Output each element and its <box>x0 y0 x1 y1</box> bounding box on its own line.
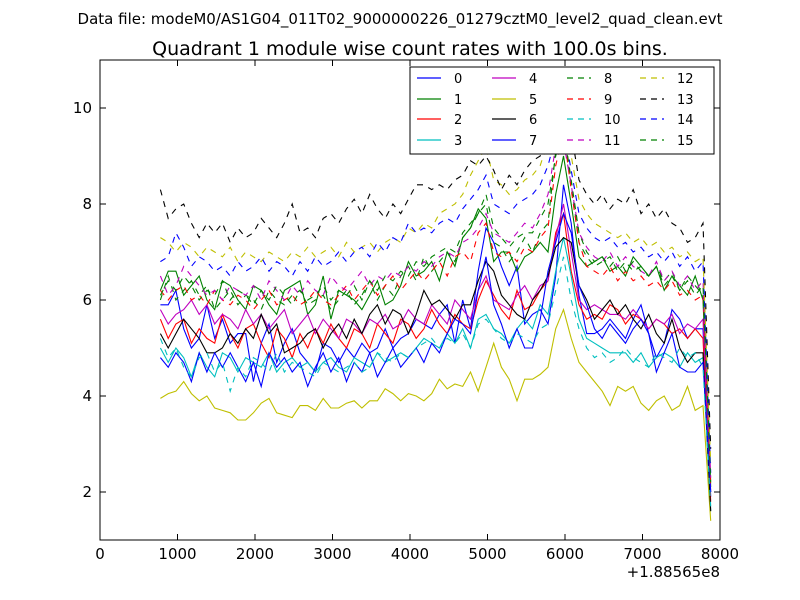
legend-label-10: 10 <box>604 113 621 128</box>
x-tick-label: 7000 <box>623 545 661 563</box>
series-line-7 <box>159 211 712 493</box>
series-line-14 <box>160 125 712 473</box>
series-line-15 <box>159 127 712 483</box>
series-line-11 <box>159 140 712 478</box>
x-tick-label: 8000 <box>701 545 739 563</box>
y-tick-label: 8 <box>82 195 92 213</box>
series-line-12 <box>160 96 712 464</box>
chart-title: Quadrant 1 module wise count rates with … <box>152 38 668 60</box>
x-tick-label: 0 <box>95 545 105 563</box>
y-tick-label: 10 <box>73 99 92 117</box>
y-tick-label: 2 <box>82 483 92 501</box>
legend-label-15: 15 <box>677 134 694 149</box>
legend-label-5: 5 <box>529 93 537 108</box>
x-tick-label: 2000 <box>236 545 274 563</box>
series-line-3 <box>159 237 712 512</box>
legend-label-6: 6 <box>529 113 537 128</box>
x-tick-label: 3000 <box>313 545 351 563</box>
plot-lines <box>159 87 712 521</box>
x-tick-label: 4000 <box>391 545 429 563</box>
series-line-2 <box>159 211 712 502</box>
x-tick-label: 6000 <box>546 545 584 563</box>
series-line-10 <box>159 256 712 507</box>
y-tick-label: 6 <box>82 291 92 309</box>
series-line-8 <box>159 127 712 483</box>
series-line-9 <box>159 131 712 488</box>
legend-label-3: 3 <box>454 134 462 149</box>
series-line-5 <box>160 307 712 521</box>
series-line-0 <box>160 184 712 497</box>
x-tick-label: 1000 <box>158 545 196 563</box>
x-axis-offset-label: +1.88565e8 <box>627 563 720 581</box>
series-line-4 <box>159 203 712 493</box>
legend-label-2: 2 <box>454 113 462 128</box>
legend-label-9: 9 <box>604 93 612 108</box>
x-tick-label: 5000 <box>468 545 506 563</box>
y-tick-label: 4 <box>82 387 92 405</box>
series-line-6 <box>159 236 712 512</box>
legend-label-4: 4 <box>529 72 537 87</box>
legend-label-8: 8 <box>604 72 612 87</box>
legend-label-0: 0 <box>454 72 462 87</box>
legend-label-14: 14 <box>677 113 694 128</box>
legend-label-1: 1 <box>454 93 462 108</box>
chart-suptitle: Data file: modeM0/AS1G04_011T02_90000002… <box>78 10 723 29</box>
legend-label-12: 12 <box>677 72 694 87</box>
legend-label-7: 7 <box>529 134 537 149</box>
legend-label-13: 13 <box>677 93 694 108</box>
legend-label-11: 11 <box>604 134 621 149</box>
series-line-1 <box>159 155 712 488</box>
series-line-13 <box>159 87 712 449</box>
